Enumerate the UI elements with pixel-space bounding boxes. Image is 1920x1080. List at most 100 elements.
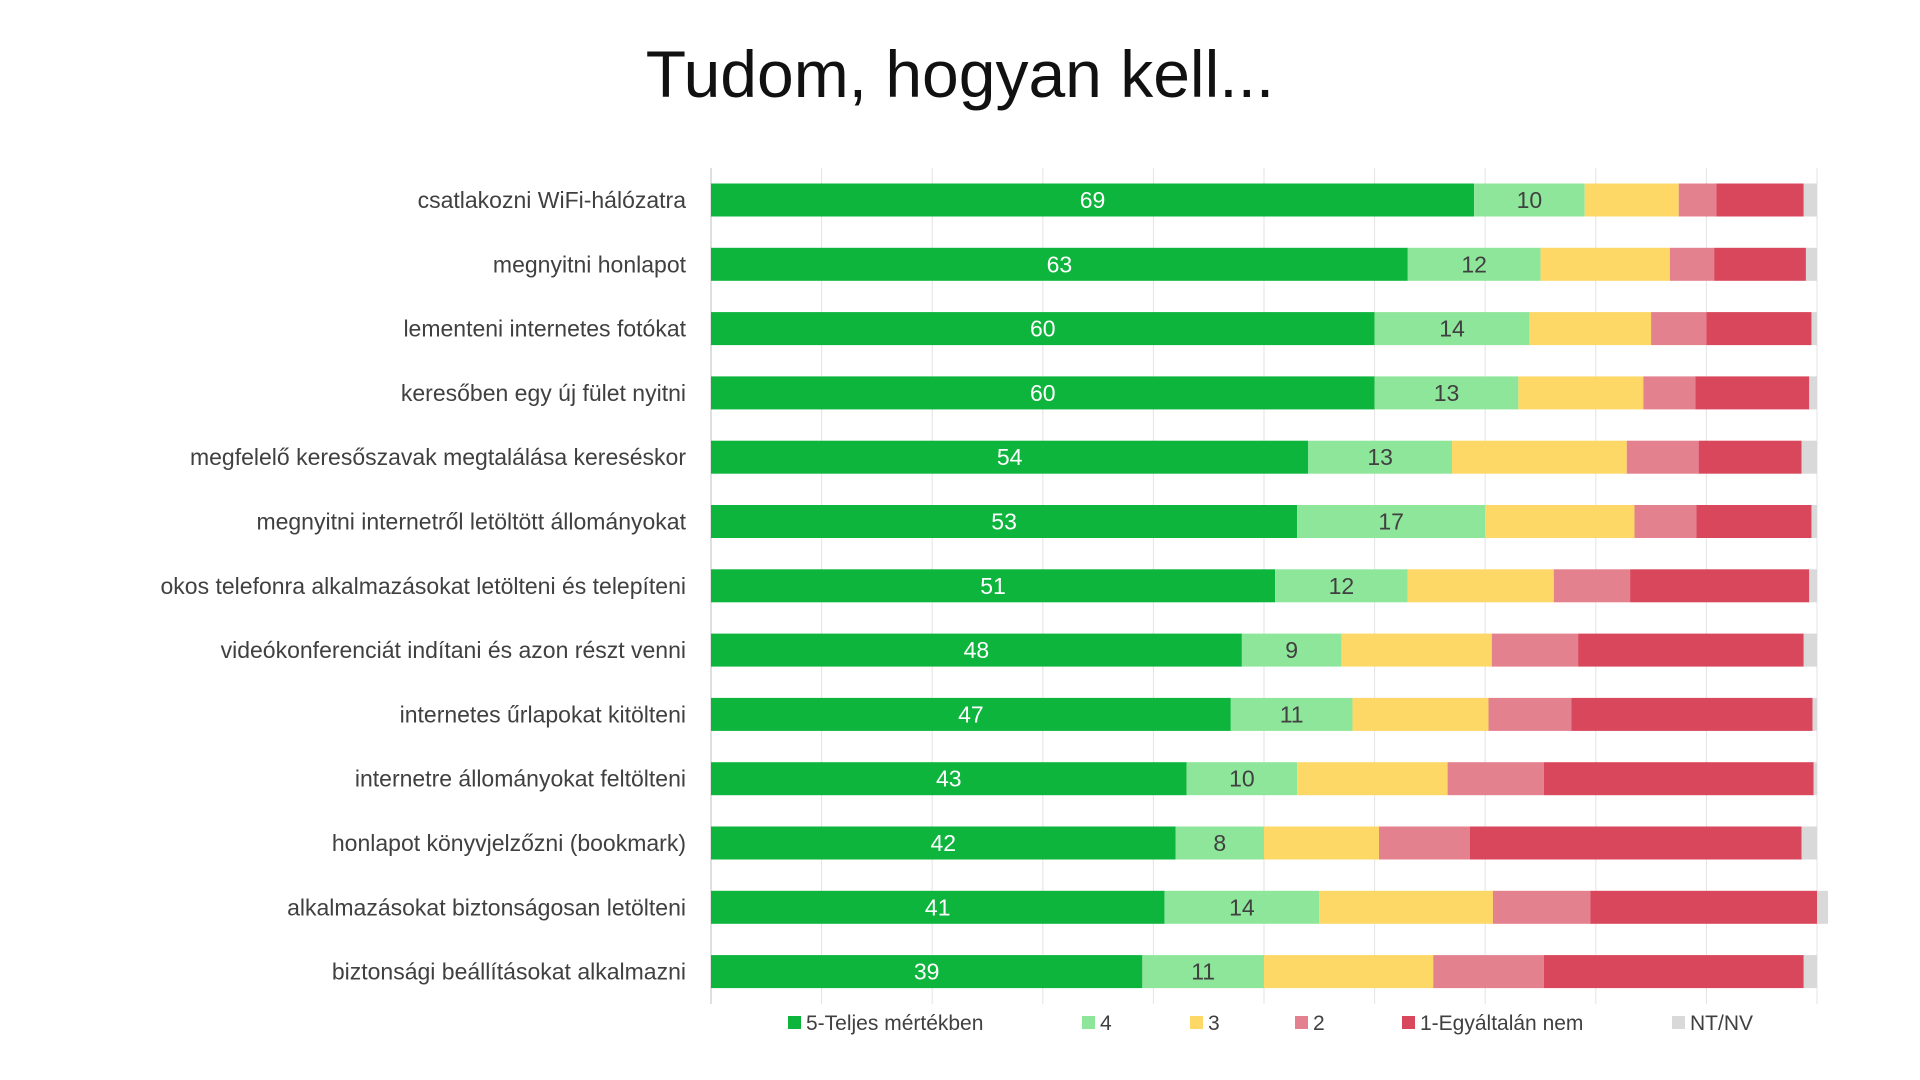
chart-title: Tudom, hogyan kell... [645, 37, 1275, 111]
bar-segment [1543, 762, 1814, 796]
bar-segment [1275, 569, 1408, 603]
bar-segment [1474, 183, 1585, 217]
bar-segment [1529, 312, 1652, 346]
bar-segment [711, 247, 1408, 281]
bar-segment [1518, 376, 1644, 410]
bar-segment [1264, 955, 1434, 989]
legend-label: 2 [1313, 1012, 1325, 1035]
bar-segment [1164, 890, 1320, 924]
bar-segment [711, 312, 1375, 346]
data-label: 14 [1229, 894, 1255, 920]
data-label: 11 [1280, 701, 1304, 727]
category-label: biztonsági beállításokat alkalmazni [332, 959, 686, 985]
data-label: 48 [964, 637, 990, 663]
legend-swatch [1082, 1016, 1095, 1029]
bar-segment [1634, 505, 1697, 538]
bar-segment [1308, 440, 1453, 474]
legend-swatch [1672, 1016, 1685, 1029]
bar-segment [1803, 633, 1817, 667]
bar-segment [711, 440, 1309, 474]
bar-segment [1433, 955, 1544, 989]
bar-segment [1578, 633, 1804, 667]
data-label: 39 [914, 959, 940, 985]
bar-segment [1452, 440, 1627, 474]
category-label: internetes űrlapokat kitölteni [400, 701, 686, 727]
bar-segment [1374, 376, 1519, 410]
legend-label: NT/NV [1690, 1012, 1753, 1035]
bar-segment [1186, 762, 1298, 796]
category-label: alkalmazásokat biztonságosan letölteni [287, 894, 686, 920]
bar-segment [1341, 633, 1492, 667]
bar-segment [1175, 826, 1264, 860]
category-label: honlapot könyvjelzőzni (bookmark) [332, 830, 686, 856]
bar-segment [1801, 440, 1817, 474]
legend-label: 3 [1208, 1012, 1220, 1035]
data-label: 9 [1285, 637, 1298, 663]
bar-segment [1643, 376, 1696, 410]
bar-segment [1485, 505, 1635, 538]
data-label: 41 [925, 894, 951, 920]
data-label: 10 [1229, 766, 1255, 792]
bar-segment [711, 376, 1375, 410]
bar-segment [1230, 697, 1353, 731]
bar-segment [1297, 505, 1486, 538]
bar-segment [711, 505, 1298, 538]
bar-segment [1491, 633, 1579, 667]
bar-segment [711, 826, 1176, 860]
bar-segment [1540, 247, 1670, 281]
legend-label: 1-Egyáltalán nem [1420, 1012, 1583, 1035]
bar-segment [1241, 633, 1342, 667]
data-label: 13 [1367, 444, 1393, 470]
legend-label: 4 [1100, 1012, 1112, 1035]
bar-segment [1553, 569, 1631, 603]
data-label: 12 [1461, 251, 1487, 277]
bar-segment [1571, 697, 1813, 731]
data-label: 42 [930, 830, 956, 856]
legend-swatch [1295, 1016, 1308, 1029]
bar-segment [711, 569, 1276, 603]
data-label: 60 [1030, 316, 1056, 342]
bar-segment [1811, 505, 1817, 538]
bar-segment [1817, 890, 1829, 924]
bar-segment [1813, 762, 1817, 796]
category-label: megfelelő keresőszavak megtalálása keres… [190, 444, 686, 470]
bar-segment [711, 890, 1165, 924]
category-label: csatlakozni WiFi-hálózatra [418, 187, 687, 213]
bar-segment [1714, 247, 1806, 281]
bar-segment [1447, 762, 1544, 796]
bar-segment [1488, 697, 1572, 731]
bar-segment [1543, 955, 1804, 989]
bar-segment [711, 633, 1242, 667]
category-label: internetre állományokat feltölteni [355, 766, 686, 792]
data-label: 14 [1439, 316, 1465, 342]
data-label: 17 [1378, 509, 1404, 535]
legend-swatch [1190, 1016, 1203, 1029]
category-label: videókonferenciát indítani és azon részt… [221, 637, 686, 663]
bar-segment [1669, 247, 1715, 281]
bars: 69 10 63 12 60 14 60 13 54 13 53 17 51 12 48 9 47 11 43 10 4… [711, 183, 1829, 989]
bar-segment [1801, 826, 1817, 860]
bar-segment [1319, 890, 1493, 924]
bar-segment [1805, 247, 1817, 281]
bar-segment [1803, 183, 1817, 217]
bar-segment [1590, 890, 1817, 924]
bar-segment [711, 697, 1231, 731]
bar-segment [1407, 247, 1541, 281]
bar-segment [711, 762, 1187, 796]
bar-segment [1803, 955, 1817, 989]
bar-segment [1264, 826, 1380, 860]
bar-segment [1695, 376, 1810, 410]
data-label: 54 [997, 444, 1023, 470]
data-label: 43 [936, 766, 962, 792]
bar-segment [1809, 376, 1817, 410]
bar-segment [1407, 569, 1554, 603]
bar-segment [1630, 569, 1810, 603]
bar-segment [1706, 312, 1812, 346]
bar-segment [1584, 183, 1679, 217]
data-label: 12 [1329, 573, 1355, 599]
data-label: 63 [1047, 251, 1073, 277]
bar-segment [1492, 890, 1591, 924]
data-label: 11 [1191, 959, 1215, 985]
legend-swatch [1402, 1016, 1415, 1029]
